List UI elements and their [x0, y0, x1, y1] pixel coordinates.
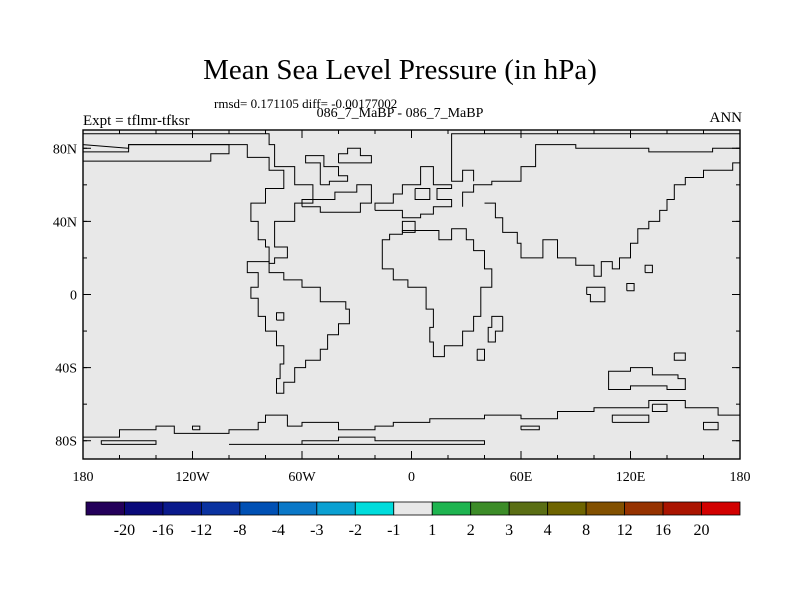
coastline-19: [673, 352, 686, 361]
coastline-8: [381, 228, 493, 358]
colorbar-label: -1: [387, 522, 400, 539]
coastline-24: [100, 440, 157, 445]
coastline-11: [487, 315, 504, 343]
colorbar-label: 4: [544, 522, 552, 539]
colorbar-swatch: [393, 501, 433, 516]
chart-title: Mean Sea Level Pressure (in hPa): [203, 54, 597, 86]
x-tick-label: 60E: [510, 470, 533, 485]
coastline-22: [192, 425, 201, 431]
coastline-layer: [82, 133, 741, 445]
coastline-0: [82, 133, 314, 264]
colorbar-swatch: [547, 501, 587, 516]
colorbar-swatch: [585, 501, 625, 516]
colorbar-swatch: [239, 501, 279, 516]
coastline-15: [644, 264, 653, 274]
colorbar-label: -16: [152, 522, 173, 539]
coastline-21: [703, 421, 719, 431]
coastline-7: [414, 188, 431, 200]
colorbar-label: -20: [114, 522, 135, 539]
colorbar-label: -12: [191, 522, 212, 539]
coastline-4: [301, 184, 372, 213]
x-tick-label: 180: [73, 470, 94, 485]
experiment-label: Expt = tflmr-tfksr: [83, 113, 190, 129]
colorbar-swatch: [277, 501, 318, 516]
coastline-13: [451, 133, 741, 207]
colorbar-swatch: [354, 501, 395, 516]
colorbar-label: 1: [428, 522, 436, 539]
coastline-14: [484, 162, 740, 277]
y-tick-label: 80S: [55, 435, 77, 450]
colorbar-swatch: [316, 501, 356, 516]
colorbar-label: 12: [617, 522, 633, 539]
colorbar-label: -2: [349, 522, 362, 539]
stats-text: rmsd= 0.171105 diff= -0.00177002: [214, 96, 398, 111]
colorbar-label: 16: [655, 522, 671, 539]
x-tick-label: 0: [408, 470, 415, 485]
coastline-27: [651, 403, 668, 412]
coastline-26: [611, 414, 650, 423]
coastline-3: [338, 147, 372, 164]
colorbar-swatch: [124, 501, 164, 516]
colorbar-swatch: [662, 501, 702, 516]
coastline-17: [586, 286, 606, 303]
coastline-10: [276, 312, 285, 321]
colorbar-label: -3: [310, 522, 323, 539]
coastline-23: [229, 436, 485, 445]
colorbar-swatch: [624, 501, 664, 516]
x-tick-label: 120W: [175, 470, 210, 485]
coastline-20: [83, 400, 740, 438]
colorbar-label: 2: [467, 522, 475, 539]
coastline-12: [476, 348, 485, 361]
coastline-5: [374, 166, 453, 219]
coastline-9: [246, 261, 350, 394]
x-axis: 180 120W 60W 0 60E 120E 180: [73, 130, 751, 485]
colorbar-swatch: [201, 501, 241, 516]
colorbar-label: 8: [582, 522, 590, 539]
coastline-6: [401, 220, 416, 233]
comparison-text: 086_7_MaBP - 086_7_MaBP: [316, 106, 484, 121]
coastline-2: [305, 155, 349, 186]
coastline-16: [626, 283, 635, 292]
y-tick-label: 40S: [55, 362, 77, 377]
coastline-1: [82, 144, 230, 162]
y-tick-label: 80N: [53, 142, 77, 157]
colorbar-swatch: [431, 501, 472, 516]
y-axis: 80N 40N 0 40S 80S: [53, 142, 740, 450]
colorbar-label: 3: [505, 522, 513, 539]
x-tick-label: 180: [730, 470, 751, 485]
y-tick-label: 40N: [53, 215, 77, 230]
colorbar-label: -8: [233, 522, 246, 539]
colorbar-swatch: [85, 501, 125, 516]
colorbar-label: 20: [694, 522, 710, 539]
season-label: ANN: [709, 110, 743, 126]
colorbar: -20 -16 -12 -8 -4 -3 -2 -1 1 2 3 4 8 12 16 20: [85, 501, 741, 539]
coastline-18: [608, 367, 686, 390]
colorbar-swatch: [701, 501, 741, 516]
map-field: [83, 130, 740, 459]
coastline-25: [520, 425, 540, 431]
y-tick-label: 0: [70, 289, 77, 304]
colorbar-swatch: [508, 501, 549, 516]
colorbar-swatch: [470, 501, 510, 516]
colorbar-label: -4: [272, 522, 285, 539]
x-tick-label: 120E: [616, 470, 646, 485]
x-tick-label: 60W: [288, 470, 316, 485]
colorbar-swatch: [162, 501, 202, 516]
